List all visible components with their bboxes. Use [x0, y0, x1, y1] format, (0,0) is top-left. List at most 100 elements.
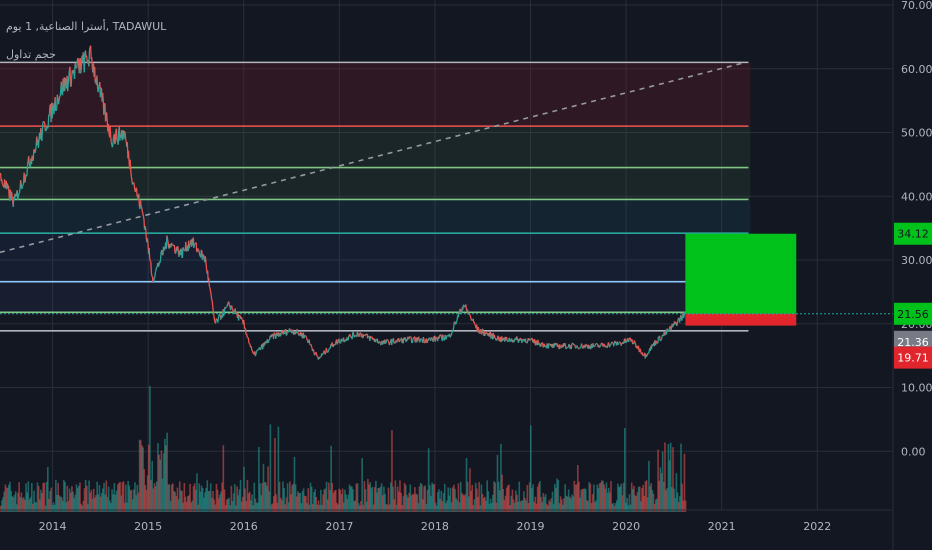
volume-bar — [234, 484, 236, 512]
price-segment — [681, 315, 684, 321]
price-segment — [266, 339, 269, 343]
price-segment — [396, 338, 399, 341]
price-segment — [67, 76, 70, 84]
volume-bar — [408, 492, 410, 512]
target-zone[interactable] — [685, 233, 797, 314]
volume-legend[interactable]: حجم تداول — [6, 48, 56, 61]
volume-bar — [276, 502, 279, 512]
volume-bar — [628, 494, 631, 512]
price-segment — [639, 348, 642, 351]
price-segment — [195, 242, 198, 252]
volume-bar — [324, 488, 327, 512]
volume-bar — [268, 491, 271, 512]
price-segment — [466, 309, 469, 314]
volume-bar — [632, 488, 634, 512]
price-segment — [163, 246, 166, 251]
price-segment — [28, 163, 31, 167]
volume-bar — [663, 481, 665, 512]
volume-bar — [636, 492, 639, 512]
volume-bar — [34, 502, 37, 512]
volume-bar — [669, 442, 672, 512]
volume-bar — [245, 501, 248, 512]
volume-bar — [563, 498, 565, 512]
price-segment — [130, 170, 132, 177]
stop-zone[interactable] — [685, 313, 797, 326]
volume-bar — [595, 500, 597, 512]
price-segment — [358, 333, 361, 337]
volume-bar — [562, 504, 564, 512]
price-segment — [322, 352, 324, 355]
price-segment — [455, 320, 458, 322]
volume-bar — [92, 488, 95, 512]
volume-bar — [129, 490, 132, 512]
volume-bar — [666, 488, 669, 512]
price-segment — [281, 331, 284, 333]
volume-bar — [449, 487, 452, 512]
price-segment — [679, 318, 681, 323]
volume-bar — [81, 505, 84, 512]
volume-bar — [559, 496, 562, 512]
volume-bar — [511, 489, 514, 512]
price-segment — [450, 334, 452, 337]
volume-bar — [323, 489, 326, 512]
price-segment — [99, 87, 102, 98]
price-segment — [48, 106, 51, 116]
volume-bar — [546, 503, 548, 512]
volume-bar — [512, 499, 515, 512]
volume-bar — [624, 428, 626, 512]
volume-bar — [582, 488, 585, 512]
price-segment — [497, 335, 500, 338]
volume-bar — [61, 500, 64, 512]
volume-bar — [21, 498, 24, 512]
volume-bar — [560, 499, 563, 512]
volume-bar — [597, 488, 600, 512]
trend-line[interactable] — [0, 61, 746, 254]
price-segment — [363, 334, 366, 336]
volume-bar — [18, 482, 20, 512]
price-segment — [88, 49, 91, 67]
volume-bar — [630, 482, 633, 512]
price-segment — [526, 340, 529, 344]
volume-bar — [471, 485, 474, 512]
volume-bar — [75, 484, 78, 512]
price-segment — [56, 94, 59, 100]
volume-bar — [36, 482, 39, 512]
volume-bar — [80, 503, 82, 512]
price-segment — [287, 331, 289, 333]
volume-bar — [625, 502, 627, 512]
symbol-legend[interactable]: أسترا الصناعية, 1 يوم, TADAWUL — [6, 20, 167, 33]
price-segment — [327, 349, 330, 353]
volume-bar — [321, 504, 323, 512]
volume-bar — [240, 501, 243, 512]
volume-bar — [643, 495, 646, 512]
price-segment — [661, 334, 664, 338]
volume-bar — [78, 486, 80, 512]
price-segment — [7, 185, 10, 197]
volume-bar — [270, 504, 273, 512]
price-segment — [313, 350, 315, 355]
volume-bar — [314, 489, 316, 512]
volume-bar — [232, 493, 235, 512]
volume-bar — [331, 483, 334, 512]
volume-bar — [542, 493, 545, 512]
price-segment — [398, 340, 401, 343]
price-segment — [334, 343, 337, 346]
price-segment — [31, 155, 34, 160]
price-segment — [628, 337, 631, 340]
price-segment — [305, 335, 307, 338]
volume-bar — [251, 494, 253, 512]
price-segment — [55, 108, 58, 111]
volume-bar — [642, 484, 644, 512]
volume-bar — [347, 494, 350, 512]
volume-bar — [622, 482, 625, 512]
price-segment — [67, 83, 69, 92]
volume-bar — [16, 504, 18, 512]
price-segment — [640, 350, 642, 354]
volume-bar — [605, 482, 608, 512]
price-segment — [613, 343, 615, 347]
volume-bar — [641, 488, 643, 512]
volume-bar — [339, 489, 342, 512]
volume-bar — [383, 486, 385, 512]
price-segment — [506, 339, 509, 342]
